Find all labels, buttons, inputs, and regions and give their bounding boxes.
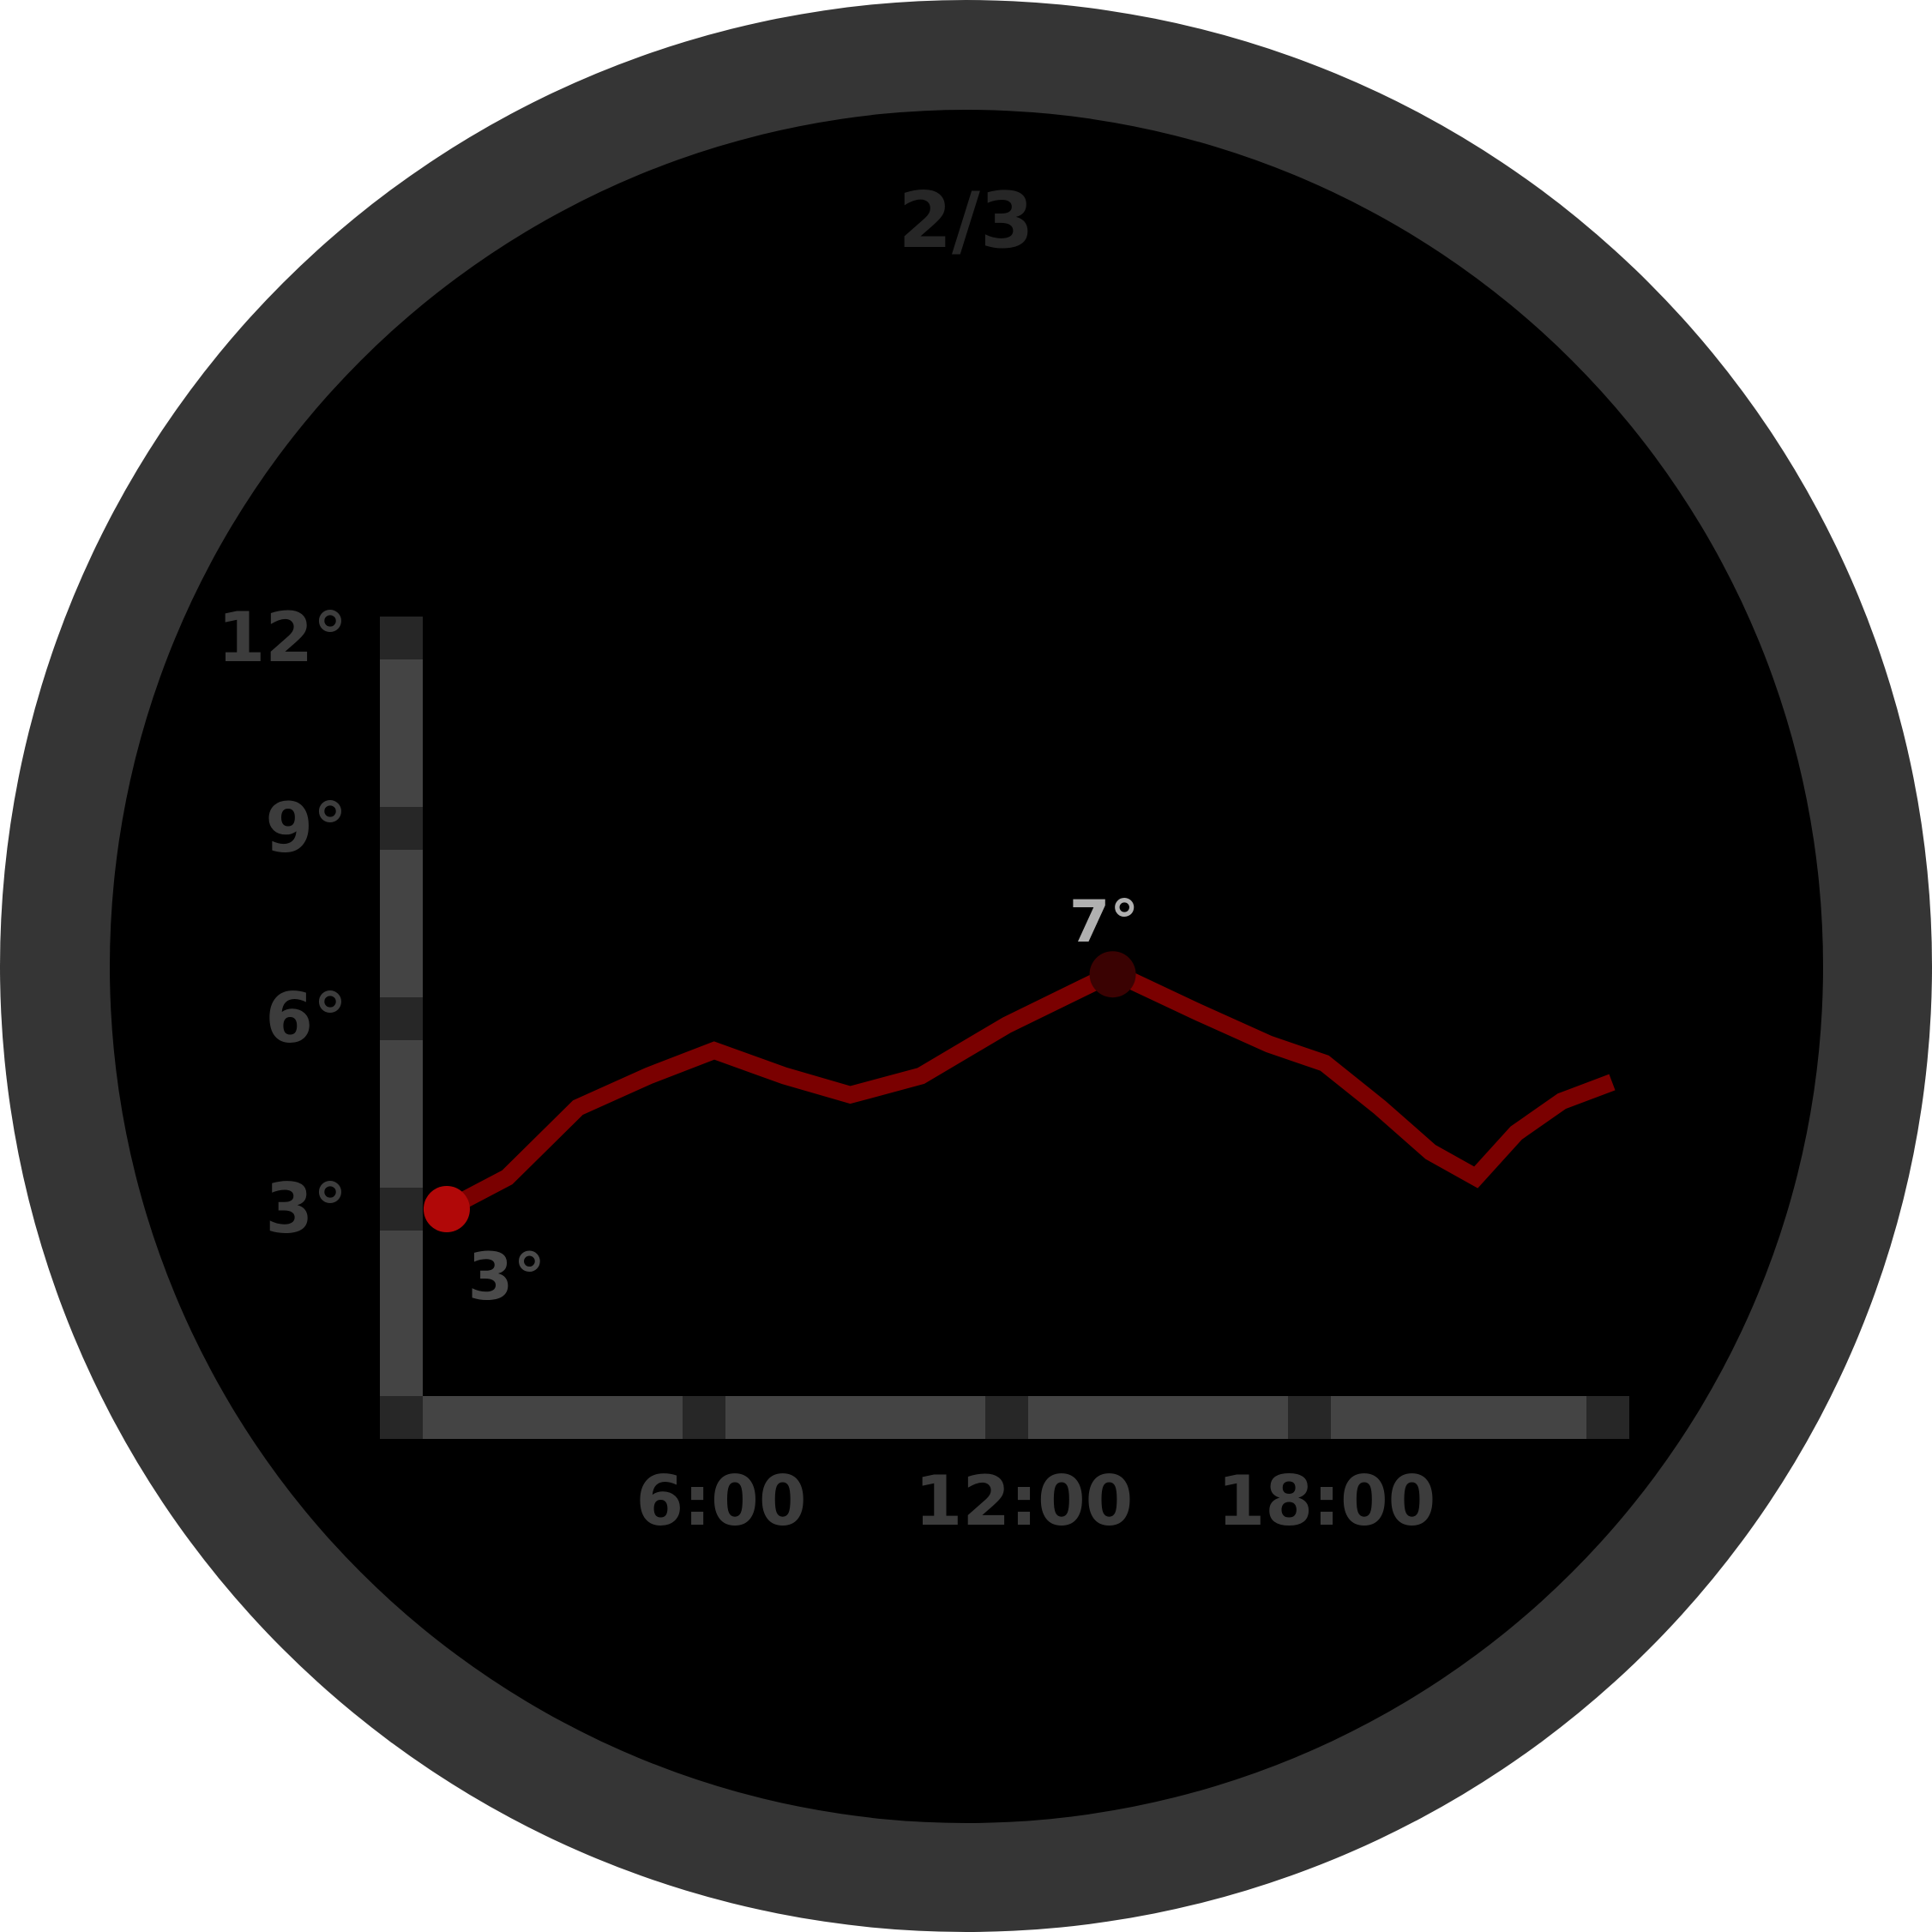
y-axis-tick-label: 9° bbox=[265, 788, 347, 868]
y-axis-tick bbox=[380, 617, 423, 659]
y-axis-tick bbox=[380, 807, 423, 850]
x-axis-tick-label: 6:00 bbox=[636, 1461, 807, 1541]
x-axis-tick bbox=[1586, 1396, 1629, 1439]
y-axis-tick-label: 12° bbox=[218, 598, 347, 677]
y-axis-tick-label: 3° bbox=[265, 1169, 347, 1249]
y-axis-tick bbox=[380, 997, 423, 1040]
current-temperature-label: 3° bbox=[468, 1238, 546, 1315]
x-axis-tick bbox=[1288, 1396, 1331, 1439]
x-axis-tick bbox=[380, 1396, 423, 1439]
temperature-line bbox=[442, 965, 1616, 1217]
x-axis-tick-label: 12:00 bbox=[915, 1461, 1134, 1541]
y-axis-tick-label: 6° bbox=[265, 978, 347, 1058]
x-axis-tick bbox=[985, 1396, 1028, 1439]
max-temperature-label: 7° bbox=[1069, 888, 1139, 956]
x-axis-tick bbox=[683, 1396, 725, 1439]
x-axis-tick-label: 18:00 bbox=[1218, 1461, 1436, 1541]
y-axis-tick bbox=[380, 1188, 423, 1231]
page-indicator: 2/3 bbox=[898, 176, 1034, 266]
max-temperature-point bbox=[1089, 951, 1136, 998]
current-temperature-point bbox=[423, 1186, 470, 1232]
